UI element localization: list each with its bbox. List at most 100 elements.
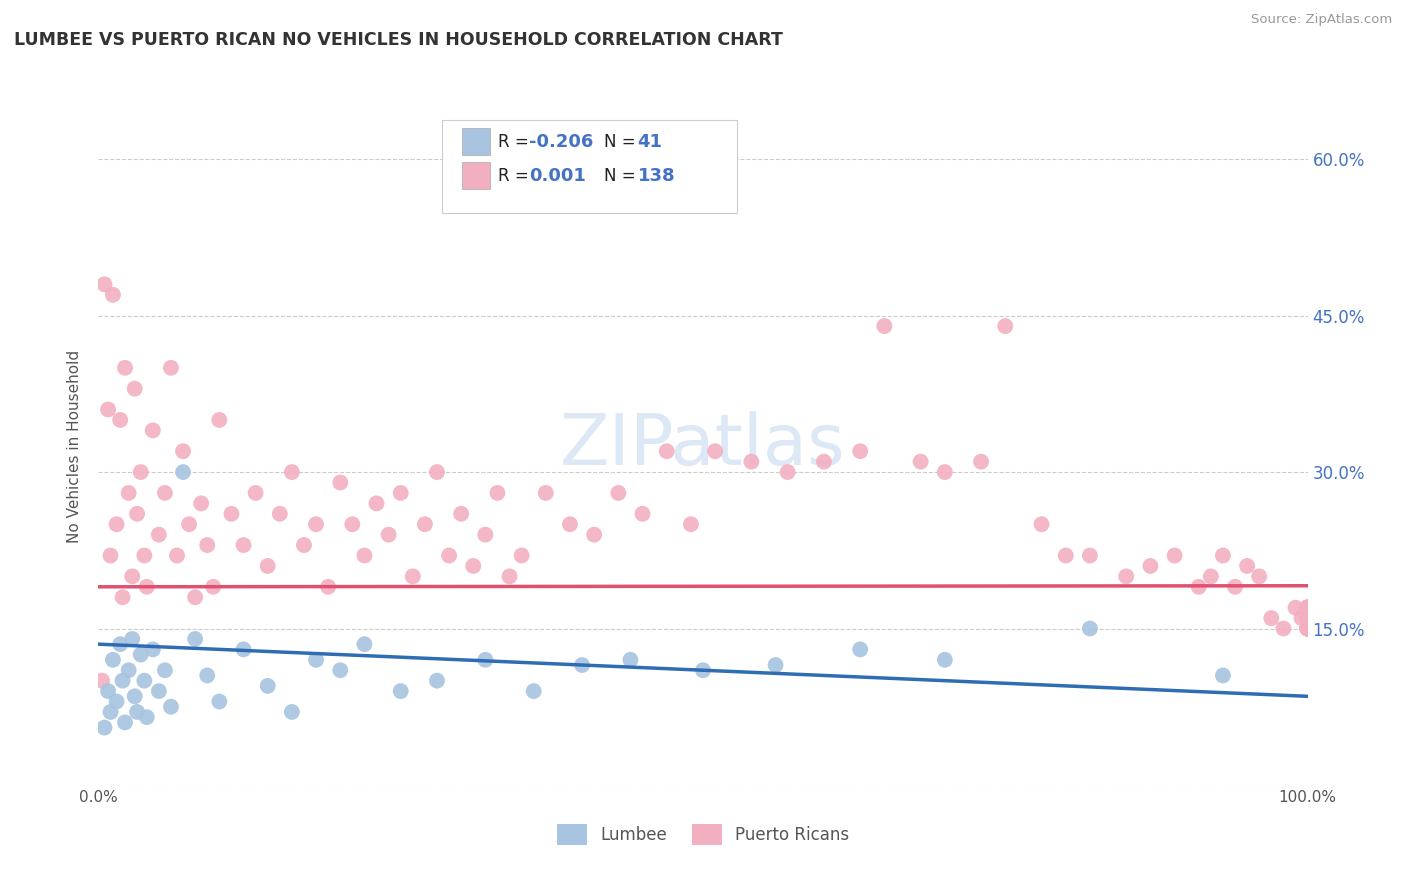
Point (1296, 611, 1319, 625)
Point (1236, 558, 1258, 573)
Text: LUMBEE VS PUERTO RICAN NO VEHICLES IN HOUSEHOLD CORRELATION CHART: LUMBEE VS PUERTO RICAN NO VEHICLES IN HO… (14, 31, 783, 49)
Point (1296, 600, 1319, 615)
Point (232, 538, 254, 552)
Point (1296, 611, 1319, 625)
Point (166, 549, 188, 563)
Point (463, 558, 485, 573)
Point (1296, 611, 1319, 625)
Point (366, 496, 388, 510)
Point (221, 507, 243, 521)
Point (127, 705, 149, 719)
Point (93, 277, 115, 292)
Point (124, 690, 146, 704)
Point (1115, 569, 1137, 583)
Point (1296, 611, 1319, 625)
Point (129, 465, 152, 479)
Point (329, 475, 352, 490)
Text: -0.206: -0.206 (529, 133, 593, 151)
Point (111, 591, 134, 605)
Point (1296, 611, 1319, 625)
Point (160, 360, 183, 375)
Point (148, 684, 170, 698)
Point (142, 423, 165, 437)
Point (329, 663, 352, 677)
Point (1296, 600, 1319, 615)
Text: N =: N = (603, 133, 641, 151)
Point (281, 465, 304, 479)
Point (1249, 569, 1271, 583)
Point (1296, 600, 1319, 615)
Point (121, 632, 143, 646)
Point (813, 455, 835, 469)
Point (1054, 549, 1077, 563)
Point (1296, 611, 1319, 625)
Point (1296, 622, 1319, 636)
Point (202, 580, 225, 594)
Point (704, 444, 727, 458)
Point (1296, 600, 1319, 615)
Point (1296, 622, 1319, 636)
Point (934, 465, 956, 479)
Point (114, 360, 136, 375)
Point (281, 705, 304, 719)
Text: ZIPatlas: ZIPatlas (560, 411, 846, 481)
Point (1296, 600, 1319, 615)
Point (474, 653, 496, 667)
Point (269, 507, 291, 521)
Point (1296, 611, 1319, 625)
Point (1296, 622, 1319, 636)
Point (1296, 611, 1319, 625)
Point (142, 642, 165, 657)
Point (1272, 622, 1295, 636)
Point (1296, 622, 1319, 636)
Point (413, 517, 436, 532)
Point (108, 637, 131, 651)
Point (1139, 558, 1161, 573)
Point (1296, 622, 1319, 636)
Point (316, 580, 339, 594)
Point (129, 648, 152, 662)
Point (160, 699, 183, 714)
Point (534, 486, 557, 500)
Point (108, 413, 131, 427)
Point (195, 668, 218, 682)
Point (474, 527, 496, 541)
Point (849, 444, 872, 458)
Point (849, 642, 872, 657)
Point (124, 382, 146, 396)
Point (1296, 622, 1319, 636)
Point (135, 580, 157, 594)
Text: 138: 138 (637, 167, 675, 185)
Point (1296, 600, 1319, 615)
Point (1296, 600, 1319, 615)
Point (1296, 622, 1319, 636)
Point (1296, 622, 1319, 636)
Y-axis label: No Vehicles in Household: No Vehicles in Household (67, 350, 83, 542)
Point (692, 663, 714, 677)
Point (190, 496, 212, 510)
Point (910, 455, 932, 469)
Text: 41: 41 (637, 133, 662, 151)
Point (111, 673, 134, 688)
Point (765, 658, 787, 673)
Point (134, 673, 156, 688)
Text: Source: ZipAtlas.com: Source: ZipAtlas.com (1251, 13, 1392, 27)
Point (1296, 600, 1319, 615)
Point (1296, 600, 1319, 615)
Point (342, 517, 364, 532)
Point (101, 653, 124, 667)
Point (1296, 600, 1319, 615)
Point (619, 653, 641, 667)
Point (1296, 622, 1319, 636)
Point (486, 486, 509, 500)
Point (184, 591, 207, 605)
Point (1296, 611, 1319, 625)
Point (402, 569, 425, 583)
Point (172, 465, 194, 479)
Point (970, 455, 993, 469)
Point (679, 517, 702, 532)
Point (1291, 611, 1313, 625)
Point (1284, 600, 1306, 615)
Point (127, 507, 149, 521)
Point (389, 486, 412, 500)
